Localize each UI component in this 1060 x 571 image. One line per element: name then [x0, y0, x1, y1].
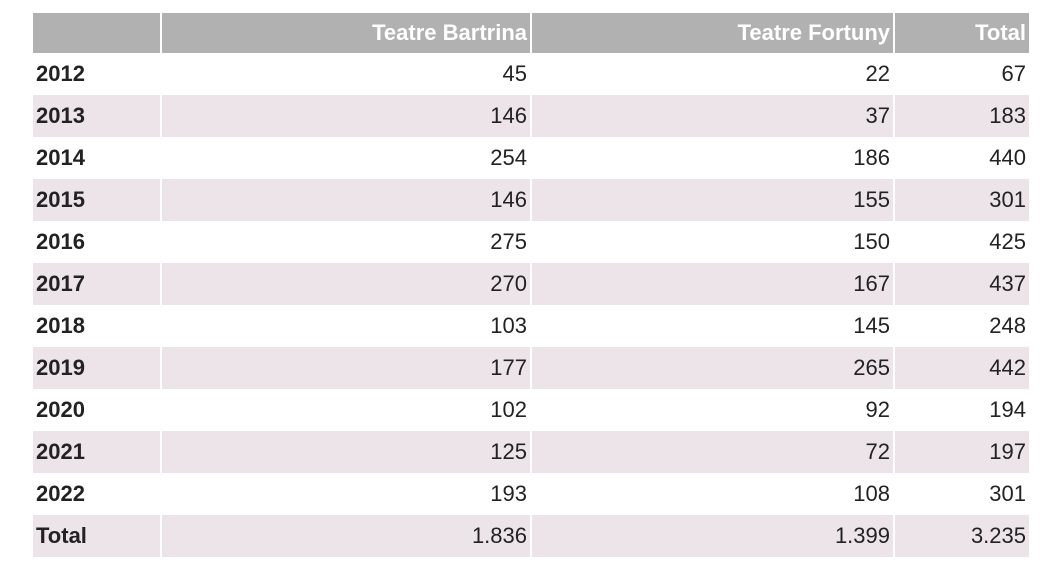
header-cell-teatre-bartrina: Teatre Bartrina: [160, 13, 530, 53]
fortuny-total-cell: 1.399: [530, 515, 893, 557]
total-cell: 440: [893, 137, 1029, 179]
bartrina-cell: 177: [160, 347, 530, 389]
year-cell: 2015: [33, 179, 160, 221]
bartrina-cell: 270: [160, 263, 530, 305]
table-row: 2013 146 37 183: [33, 95, 1029, 137]
bartrina-cell: 103: [160, 305, 530, 347]
total-cell: 301: [893, 179, 1029, 221]
table-row: 2014 254 186 440: [33, 137, 1029, 179]
table-row: 2015 146 155 301: [33, 179, 1029, 221]
total-cell: 194: [893, 389, 1029, 431]
fortuny-cell: 108: [530, 473, 893, 515]
year-cell: 2017: [33, 263, 160, 305]
table-row: 2016 275 150 425: [33, 221, 1029, 263]
header-cell-teatre-fortuny: Teatre Fortuny: [530, 13, 893, 53]
table-header: Teatre Bartrina Teatre Fortuny Total: [33, 13, 1029, 53]
header-row: Teatre Bartrina Teatre Fortuny Total: [33, 13, 1029, 53]
fortuny-cell: 155: [530, 179, 893, 221]
table-row: 2022 193 108 301: [33, 473, 1029, 515]
fortuny-cell: 92: [530, 389, 893, 431]
year-cell: 2013: [33, 95, 160, 137]
total-cell: 425: [893, 221, 1029, 263]
header-cell-year: [33, 13, 160, 53]
total-cell: 248: [893, 305, 1029, 347]
table-row: 2019 177 265 442: [33, 347, 1029, 389]
data-table-container: Teatre Bartrina Teatre Fortuny Total 201…: [33, 13, 1029, 557]
grand-total-cell: 3.235: [893, 515, 1029, 557]
fortuny-cell: 37: [530, 95, 893, 137]
fortuny-cell: 145: [530, 305, 893, 347]
total-cell: 67: [893, 53, 1029, 95]
header-cell-total: Total: [893, 13, 1029, 53]
total-label-cell: Total: [33, 515, 160, 557]
bartrina-cell: 146: [160, 179, 530, 221]
year-cell: 2020: [36, 397, 85, 422]
total-cell: 442: [893, 347, 1029, 389]
bartrina-cell: 275: [160, 221, 530, 263]
year-cell: 2021: [33, 431, 160, 473]
bartrina-cell: 102: [160, 389, 530, 431]
table-row: 2021 125 72 197: [33, 431, 1029, 473]
fortuny-cell: 22: [530, 53, 893, 95]
table-row: 2020 102 92 194: [33, 389, 1029, 431]
total-cell: 301: [893, 473, 1029, 515]
bartrina-total-cell: 1.836: [160, 515, 530, 557]
year-cell: 2022: [36, 481, 85, 506]
table-body: 2012 45 22 67 2013 146 37 183 2014 254 1…: [33, 53, 1029, 557]
bartrina-cell: 45: [160, 53, 530, 95]
total-cell: 197: [893, 431, 1029, 473]
year-cell: 2016: [36, 229, 85, 254]
bartrina-cell: 125: [160, 431, 530, 473]
total-row: Total 1.836 1.399 3.235: [33, 515, 1029, 557]
fortuny-cell: 72: [530, 431, 893, 473]
total-cell: 183: [893, 95, 1029, 137]
table-row: 2018 103 145 248: [33, 305, 1029, 347]
fortuny-cell: 265: [530, 347, 893, 389]
bartrina-cell: 193: [160, 473, 530, 515]
fortuny-cell: 186: [530, 137, 893, 179]
table-row: 2012 45 22 67: [33, 53, 1029, 95]
year-cell: 2012: [36, 61, 85, 86]
bartrina-cell: 254: [160, 137, 530, 179]
fortuny-cell: 150: [530, 221, 893, 263]
data-table: Teatre Bartrina Teatre Fortuny Total 201…: [33, 13, 1029, 557]
year-cell: 2019: [33, 347, 160, 389]
year-cell: 2018: [36, 313, 85, 338]
year-cell: 2014: [36, 145, 85, 170]
total-cell: 437: [893, 263, 1029, 305]
table-row: 2017 270 167 437: [33, 263, 1029, 305]
fortuny-cell: 167: [530, 263, 893, 305]
bartrina-cell: 146: [160, 95, 530, 137]
